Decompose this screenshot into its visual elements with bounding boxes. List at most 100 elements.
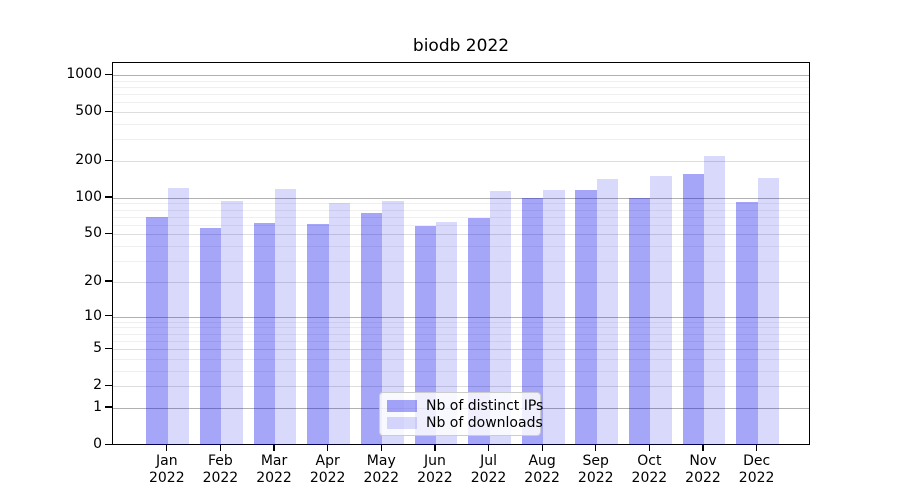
gridline-y-100 [113, 197, 809, 199]
x-tick-label-nov: Nov 2022 [685, 453, 721, 486]
gridline-y-40 [113, 246, 809, 248]
y-tick-mark-5 [105, 347, 112, 349]
gridline-y-2 [113, 386, 809, 388]
y-tick-label-20: 20 [84, 272, 102, 289]
bar-ips-jun [414, 225, 436, 445]
x-tick-label-mar: Mar 2022 [256, 453, 292, 486]
legend: Nb of distinct IPs Nb of downloads [379, 392, 543, 436]
gridline-y-9 [113, 321, 809, 323]
bar-downloads-jan [167, 187, 190, 445]
y-tick-label-0: 0 [93, 436, 102, 452]
legend-label-distinct-ips: Nb of distinct IPs [426, 397, 544, 414]
x-tick-label-feb: Feb 2022 [202, 453, 239, 486]
x-tick-mark-aug [541, 445, 543, 451]
y-tick-mark-10 [105, 315, 112, 317]
gridline-y-50 [113, 234, 809, 236]
bar-ips-apr [307, 223, 329, 445]
y-tick-mark-500 [105, 110, 112, 112]
legend-label-downloads: Nb of downloads [426, 414, 543, 431]
bar-downloads-feb [221, 200, 243, 445]
gridline-y-10 [113, 316, 809, 318]
bar-ips-mar [253, 223, 276, 445]
bar-downloads-oct [650, 175, 672, 445]
y-tick-mark-50 [105, 232, 112, 235]
gridline-y-7 [113, 333, 809, 335]
gridline-y-200 [113, 161, 809, 163]
bar-downloads-dec [757, 178, 779, 445]
bar-downloads-aug [543, 189, 565, 445]
plot-area [112, 62, 810, 445]
x-tick-mark-apr [327, 445, 329, 451]
y-tick-label-50: 50 [84, 225, 102, 242]
y-tick-mark-2 [105, 384, 112, 386]
gridline-y-700 [113, 94, 809, 96]
y-tick-mark-200 [105, 159, 112, 161]
x-tick-mark-dec [756, 445, 758, 451]
x-tick-mark-sep [595, 445, 597, 451]
x-tick-mark-oct [648, 445, 651, 451]
gridline-y-600 [113, 102, 809, 104]
gridline-y-6 [113, 340, 809, 342]
x-tick-label-sep: Sep 2022 [577, 453, 614, 486]
gridline-y-900 [113, 80, 809, 82]
bar-ips-nov [682, 174, 704, 445]
gridline-y-80 [113, 209, 809, 211]
gridline-y-30 [113, 261, 809, 263]
bar-downloads-nov [704, 156, 726, 445]
bar-ips-may [360, 213, 383, 445]
y-tick-label-100: 100 [75, 188, 102, 205]
bar-downloads-may [382, 201, 404, 445]
x-tick-label-oct: Oct 2022 [631, 453, 668, 486]
legend-item-distinct-ips: Nb of distinct IPs [387, 398, 543, 414]
x-tick-mark-nov [702, 445, 704, 451]
x-tick-mark-mar [273, 445, 275, 451]
gridline-y-400 [113, 124, 809, 126]
gridline-y-3 [113, 370, 809, 372]
x-tick-label-dec: Dec 2022 [738, 453, 775, 486]
gridline-y-1000 [113, 75, 809, 77]
x-tick-mark-feb [219, 445, 222, 451]
y-tick-label-10: 10 [84, 307, 102, 324]
bar-downloads-sep [596, 178, 619, 445]
x-tick-label-jun: Jun 2022 [417, 453, 453, 486]
y-tick-label-2: 2 [93, 377, 102, 394]
x-tick-label-jan: Jan 2022 [148, 453, 185, 486]
y-tick-mark-1 [105, 406, 112, 408]
legend-swatch-downloads [387, 416, 417, 429]
y-tick-label-200: 200 [75, 152, 102, 169]
gridline-y-800 [113, 86, 809, 88]
x-tick-label-apr: Apr 2022 [309, 453, 346, 486]
x-tick-label-jul: Jul 2022 [470, 453, 507, 486]
gridline-y-500 [113, 112, 809, 114]
bar-downloads-jul [489, 190, 511, 445]
bar-ips-jan [146, 216, 168, 445]
x-tick-mark-jan [166, 445, 168, 451]
gridline-y-20 [113, 281, 809, 283]
gridline-y-300 [113, 139, 809, 141]
y-tick-mark-20 [105, 280, 112, 282]
bar-ips-dec [736, 201, 758, 445]
y-tick-label-500: 500 [75, 103, 102, 120]
chart-title: biodb 2022 [412, 36, 510, 56]
bar-downloads-jun [435, 222, 458, 445]
y-tick-label-5: 5 [93, 340, 102, 357]
legend-swatch-distinct-ips [387, 399, 417, 412]
gridline-y-8 [113, 327, 809, 329]
y-tick-label-1000: 1000 [66, 66, 102, 83]
x-tick-label-may: May 2022 [363, 453, 400, 486]
bar-downloads-apr [328, 203, 351, 445]
bar-ips-oct [628, 198, 651, 445]
bar-ips-feb [200, 227, 222, 445]
gridline-y-5 [113, 349, 809, 351]
gridline-y-4 [113, 358, 809, 360]
y-tick-label-1: 1 [93, 398, 102, 415]
x-tick-mark-may [380, 445, 382, 451]
bar-downloads-mar [275, 189, 297, 445]
gridline-y-70 [113, 216, 809, 218]
gridline-y-90 [113, 203, 809, 205]
gridline-y-60 [113, 224, 809, 226]
y-tick-mark-1000 [105, 73, 112, 75]
x-tick-mark-jun [434, 445, 436, 451]
bar-ips-sep [575, 190, 597, 445]
